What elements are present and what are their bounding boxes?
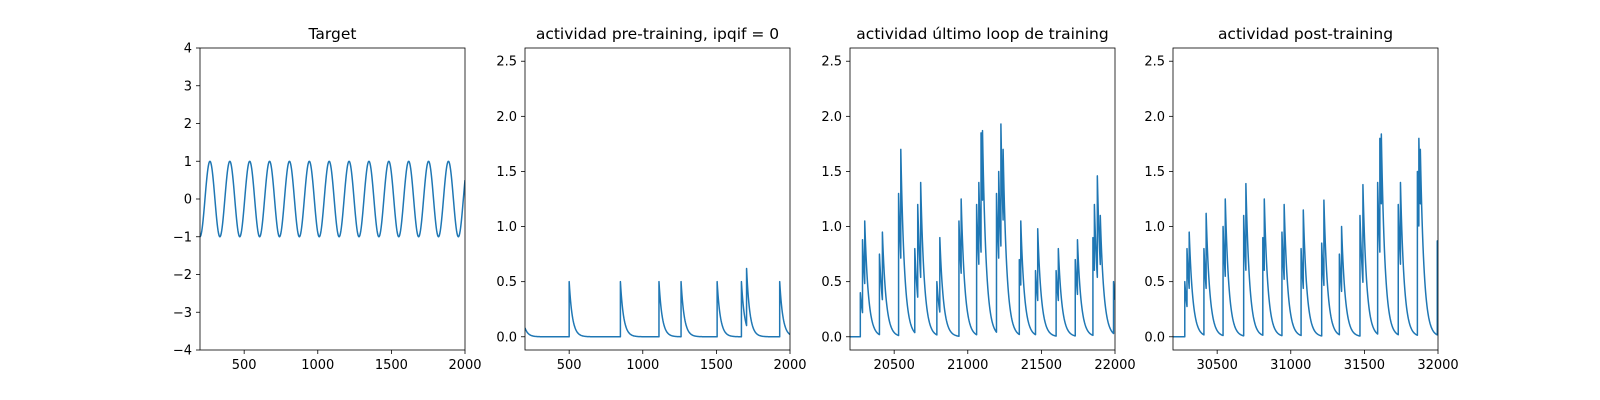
y-tick-label: 2.0 bbox=[1144, 110, 1165, 125]
chart-panel-1: 500 1000 1500 2000 −4 −3 −2 −1 0 1 2 3 4 Target bbox=[173, 25, 482, 373]
x-tick-label: 2000 bbox=[448, 358, 481, 373]
y-tick-label: 2 bbox=[184, 117, 192, 132]
y-tick-label: 1.5 bbox=[496, 165, 517, 180]
y-tick-label: 1.0 bbox=[821, 220, 842, 235]
x-tick-label: 1000 bbox=[301, 358, 334, 373]
y-tick-label: 2.5 bbox=[1144, 55, 1165, 70]
plot-frame bbox=[524, 47, 791, 351]
series-line-3-1 bbox=[850, 123, 1115, 338]
chart-panel-4: 30500 31000 31500 32000 0.0 0.5 1.0 1.5 2.0 2.5 ac… bbox=[1144, 25, 1458, 373]
x-tick-label: 30500 bbox=[1196, 358, 1237, 373]
x-tick-label: 31500 bbox=[1344, 358, 1385, 373]
chart-panel-3: 20500 21000 21500 22000 0.0 0.5 1.0 1.5 2.0 2.5 ac… bbox=[821, 25, 1135, 373]
y-tick-label: −3 bbox=[173, 306, 192, 321]
y-tick-label: 0.5 bbox=[496, 275, 517, 290]
y-tick-label: 1.0 bbox=[1144, 220, 1165, 235]
y-tick-label: 2.0 bbox=[496, 110, 517, 125]
series-line-1-1 bbox=[200, 160, 465, 238]
chart-title: actividad último loop de training bbox=[856, 25, 1108, 43]
y-tick-label: 1.0 bbox=[496, 220, 517, 235]
y-tick-label: 2.5 bbox=[496, 55, 517, 70]
y-tick-label: 0.0 bbox=[1144, 330, 1165, 345]
x-tick-label: 1500 bbox=[700, 358, 733, 373]
y-tick-label: 2.5 bbox=[821, 55, 842, 70]
y-tick-label: 1 bbox=[184, 155, 192, 170]
chart-panel-2: 500 1000 1500 2000 0.0 0.5 1.0 1.5 2.0 2.5 activid… bbox=[496, 25, 806, 373]
y-tick-label: 0.0 bbox=[821, 330, 842, 345]
x-tick-label: 21000 bbox=[947, 358, 988, 373]
y-tick-label: 4 bbox=[184, 42, 192, 57]
x-tick-label: 1000 bbox=[626, 358, 659, 373]
x-tick-label: 32000 bbox=[1417, 358, 1458, 373]
chart-title: actividad post-training bbox=[1218, 25, 1393, 43]
x-tick-label: 21500 bbox=[1021, 358, 1062, 373]
chart-title: actividad pre-training, ipqif = 0 bbox=[536, 25, 779, 43]
x-tick-label: 2000 bbox=[773, 358, 806, 373]
x-tick-label: 1500 bbox=[375, 358, 408, 373]
plot-frame bbox=[199, 47, 466, 351]
x-tick-label: 20500 bbox=[873, 358, 914, 373]
y-tick-label: −2 bbox=[173, 268, 192, 283]
y-tick-label: 0 bbox=[184, 193, 192, 208]
y-tick-label: 2.0 bbox=[821, 110, 842, 125]
x-tick-label: 500 bbox=[557, 358, 582, 373]
chart-title: Target bbox=[308, 25, 357, 43]
y-tick-label: 1.5 bbox=[821, 165, 842, 180]
y-tick-label: 0.5 bbox=[821, 275, 842, 290]
y-tick-label: 0.5 bbox=[1144, 275, 1165, 290]
x-tick-label: 22000 bbox=[1094, 358, 1135, 373]
y-tick-label: 1.5 bbox=[1144, 165, 1165, 180]
y-tick-label: −1 bbox=[173, 230, 192, 245]
plot-frame bbox=[849, 47, 1116, 351]
y-tick-label: 0.0 bbox=[496, 330, 517, 345]
y-tick-label: −4 bbox=[173, 344, 192, 359]
x-tick-label: 31000 bbox=[1270, 358, 1311, 373]
series-line-2-1 bbox=[525, 267, 790, 338]
series-line-4-1 bbox=[1173, 133, 1438, 338]
plot-frame bbox=[1172, 47, 1439, 351]
y-tick-label: 3 bbox=[184, 79, 192, 94]
x-tick-label: 500 bbox=[232, 358, 257, 373]
